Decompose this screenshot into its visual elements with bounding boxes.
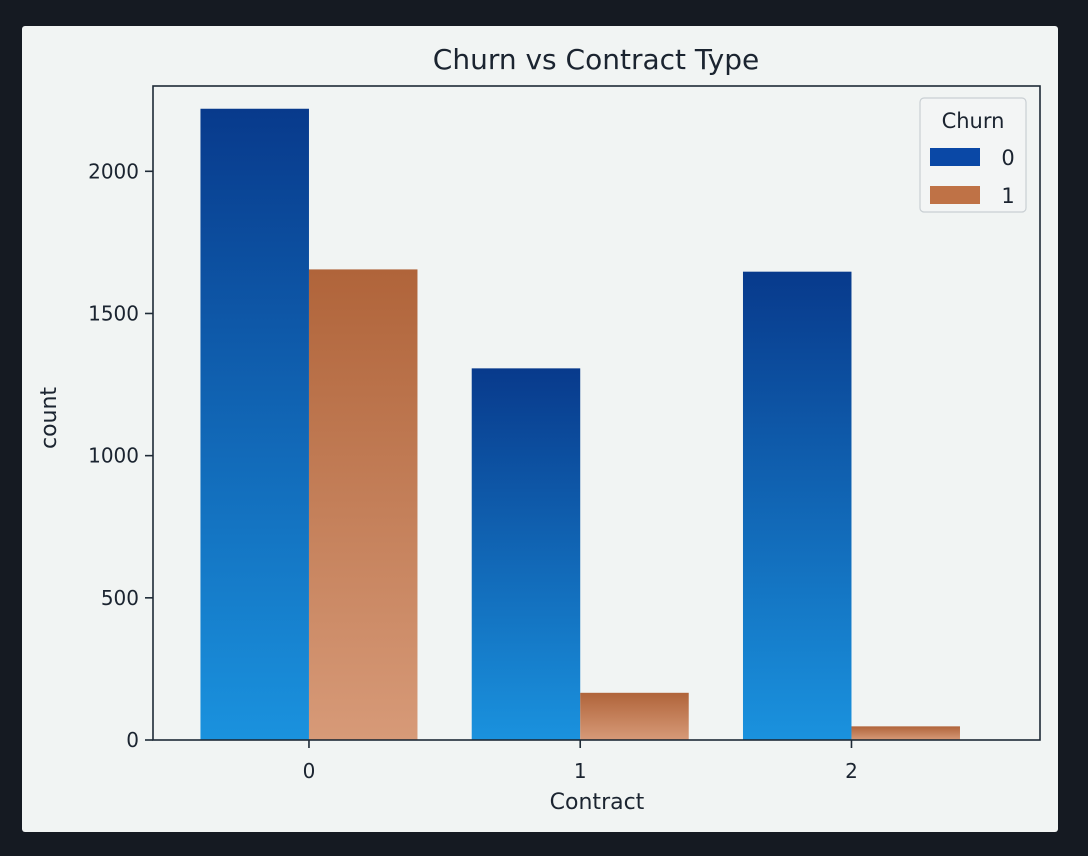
legend-swatch-0: [930, 148, 980, 166]
y-tick-label-2000: 2000: [88, 159, 139, 183]
bar-series-1-contract-0: [308, 269, 418, 740]
legend-entry-0: 0: [1001, 146, 1014, 170]
y-axis-label: count: [37, 387, 62, 449]
bar-series-1-contract-1: [580, 692, 689, 740]
y-tick-label-1500: 1500: [88, 301, 139, 325]
legend-swatch-1: [930, 186, 980, 204]
legend: Churn 0 1: [919, 97, 1027, 213]
x-tick-label-1: 1: [574, 759, 587, 783]
plot-frame: [152, 85, 1041, 741]
bar-series-0-contract-2: [742, 271, 852, 740]
bar-series-0-contract-1: [471, 368, 581, 740]
x-axis-label: Contract: [550, 790, 645, 815]
bar-series-0-contract-0: [200, 108, 309, 741]
legend-entry-1: 1: [1001, 184, 1014, 208]
x-tick-label-2: 2: [845, 759, 858, 783]
bar-chart: Churn vs Contract Type 0500100015002000 …: [37, 43, 1041, 815]
bar-series-1-contract-2: [851, 726, 960, 740]
y-tick-label-0: 0: [126, 728, 139, 752]
y-axis: 0 500 1000 1500 2000: [88, 159, 153, 752]
legend-title: Churn: [942, 109, 1005, 133]
x-axis: 0 1 2: [303, 740, 858, 783]
chart-figure: Churn vs Contract Type 0 500 1000 1500 2000 …: [22, 26, 1058, 832]
x-tick-label-0: 0: [303, 759, 316, 783]
chart-title: Churn vs Contract Type: [433, 43, 759, 76]
y-tick-label-1000: 1000: [88, 444, 139, 468]
bars-layer: [200, 108, 960, 741]
y-tick-label-500: 500: [101, 586, 139, 610]
